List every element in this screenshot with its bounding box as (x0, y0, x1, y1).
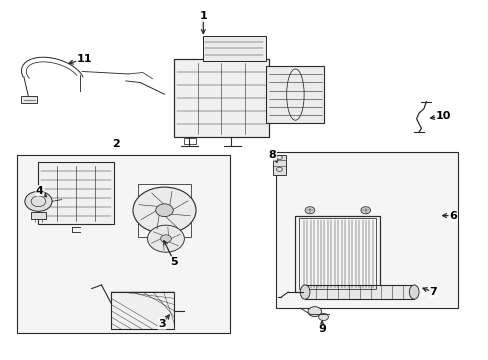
Circle shape (156, 204, 173, 217)
Circle shape (160, 235, 171, 243)
Circle shape (25, 192, 52, 211)
Bar (111, 292, 174, 329)
Bar (299, 219, 376, 289)
Circle shape (305, 207, 314, 214)
Bar (39, 162, 113, 225)
Text: 3: 3 (158, 319, 165, 329)
Ellipse shape (300, 285, 309, 299)
Circle shape (133, 187, 196, 233)
Circle shape (307, 307, 321, 317)
Bar (266, 66, 324, 123)
Text: 6: 6 (448, 211, 456, 221)
Bar (275, 152, 457, 308)
Text: 7: 7 (429, 287, 437, 297)
Bar (31, 212, 46, 219)
Text: 2: 2 (112, 139, 120, 149)
Text: 5: 5 (170, 257, 178, 267)
Text: 10: 10 (435, 111, 450, 121)
Bar (272, 155, 285, 175)
Circle shape (318, 314, 328, 320)
Circle shape (147, 225, 184, 252)
Ellipse shape (408, 285, 418, 299)
Bar (305, 285, 413, 299)
Text: 9: 9 (318, 324, 325, 334)
Bar (183, 138, 195, 144)
Bar (17, 155, 229, 333)
Bar (21, 96, 37, 103)
Text: 1: 1 (199, 11, 207, 21)
Bar (174, 59, 268, 137)
Bar (138, 184, 191, 237)
Bar (295, 216, 380, 292)
Text: 4: 4 (36, 186, 44, 196)
Circle shape (360, 207, 370, 214)
Text: 8: 8 (268, 150, 276, 160)
Text: 11: 11 (77, 54, 92, 64)
Bar (202, 36, 265, 61)
